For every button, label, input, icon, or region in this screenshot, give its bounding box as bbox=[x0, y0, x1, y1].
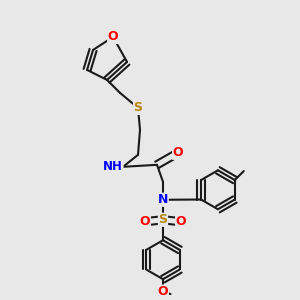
Text: N: N bbox=[158, 193, 168, 206]
Text: O: O bbox=[108, 31, 118, 44]
Text: S: S bbox=[158, 213, 167, 226]
Text: NH: NH bbox=[103, 160, 123, 173]
Text: O: O bbox=[173, 146, 183, 159]
Text: S: S bbox=[134, 101, 142, 114]
Text: O: O bbox=[158, 285, 168, 298]
Text: O: O bbox=[140, 215, 150, 228]
Text: O: O bbox=[176, 215, 186, 228]
